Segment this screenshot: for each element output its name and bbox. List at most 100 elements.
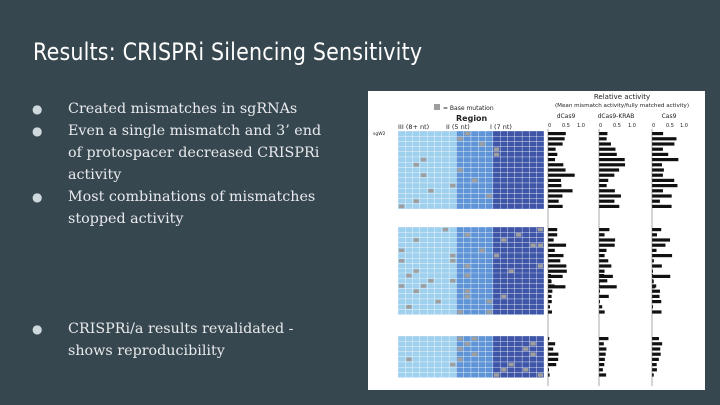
mutation-cell [399, 284, 405, 288]
grid-cell [478, 203, 486, 210]
grid-cell [536, 341, 545, 347]
grid-cell [507, 283, 515, 289]
grid-cell [492, 237, 501, 243]
mutation-cell [464, 273, 470, 278]
mutation-cell [420, 173, 427, 177]
grid-cell [441, 351, 450, 357]
panel-tick: 1.0 [680, 123, 688, 129]
grid-cell [478, 263, 486, 269]
mutation-cell [464, 294, 470, 299]
activity-bar [652, 204, 672, 208]
activity-bar [548, 363, 557, 367]
grid-cell [536, 167, 545, 173]
grid-cell [478, 309, 486, 315]
grid-cell [521, 242, 530, 248]
grid-cell [478, 193, 486, 199]
grid-cell [441, 356, 450, 363]
grid-cell [441, 283, 450, 289]
grid-cell [434, 198, 442, 204]
activity-bar [599, 347, 607, 351]
activity-bar [652, 184, 678, 188]
activity-bar [652, 274, 671, 278]
grid-cell [478, 151, 486, 158]
grid-cell [500, 288, 508, 294]
grid-cell [463, 356, 472, 363]
grid-cell [500, 198, 508, 204]
grid-cell [507, 351, 515, 357]
grid-cell [521, 341, 530, 347]
grid-cell [485, 146, 494, 152]
grid-cell [492, 226, 501, 233]
grid-cell [419, 167, 428, 173]
grid-cell [427, 361, 435, 368]
grid-cell [448, 298, 457, 305]
grid-cell [456, 141, 464, 147]
grid-cell [448, 293, 457, 300]
grid-cell [448, 141, 457, 147]
grid-cell [412, 341, 421, 347]
grid-cell [448, 193, 457, 199]
grid-cell [478, 288, 486, 294]
grid-cell [470, 232, 479, 238]
grid-cell [434, 203, 442, 210]
grid-cell [412, 151, 421, 158]
grid-cell [500, 356, 508, 363]
grid-cell [412, 372, 421, 378]
grid-cell [478, 167, 486, 173]
grid-cell [485, 258, 494, 264]
grid-cell [448, 304, 457, 310]
grid-cell [441, 167, 450, 173]
grid-cell [529, 278, 537, 284]
grid-cell [521, 232, 530, 238]
mutation-cell [457, 357, 463, 362]
mutation-cell [523, 347, 529, 351]
grid-cell [441, 288, 450, 294]
bullet-text: Most combinations of mismatches stopped … [68, 189, 316, 227]
activity-bar [599, 363, 605, 367]
grid-cell [536, 177, 545, 184]
grid-cell [448, 167, 457, 173]
grid-cell [500, 182, 508, 189]
grid-cell [529, 146, 537, 152]
grid-cell [500, 162, 508, 168]
grid-cell [405, 288, 413, 294]
grid-cell [500, 372, 508, 378]
grid-cell [463, 283, 472, 289]
grid-cell [412, 283, 421, 289]
grid-cell [478, 172, 486, 178]
grid-cell [441, 177, 450, 184]
grid-cell [492, 130, 501, 137]
grid-cell [514, 167, 523, 173]
grid-cell [514, 247, 523, 254]
grid-cell [529, 288, 537, 294]
grid-cell [470, 172, 479, 178]
grid-cell [419, 177, 428, 184]
mutation-cell [464, 289, 470, 293]
grid-cell [507, 146, 515, 152]
panel-tick: 0 [548, 123, 551, 129]
grid-cell [500, 177, 508, 184]
grid-cell [470, 156, 479, 163]
grid-cell [500, 346, 508, 352]
activity-bar [599, 259, 609, 263]
grid-cell [397, 146, 406, 152]
grid-cell [412, 361, 421, 368]
grid-cell [536, 309, 545, 315]
grid-cell [500, 156, 508, 163]
activity-bar [599, 285, 617, 289]
mutation-cell [537, 264, 543, 268]
mutation-cell [493, 253, 500, 258]
grid-cell [485, 252, 494, 259]
grid-cell [405, 177, 413, 184]
grid-cell [492, 367, 501, 373]
grid-cell [521, 263, 530, 269]
grid-cell [470, 182, 479, 189]
activity-bar [599, 337, 609, 341]
grid-cell [500, 141, 508, 147]
grid-cell [427, 177, 435, 184]
grid-cell [441, 293, 450, 300]
grid-cell [427, 304, 435, 310]
grid-cell [448, 263, 457, 269]
activity-bar [599, 373, 607, 377]
activity-bar [599, 294, 609, 298]
